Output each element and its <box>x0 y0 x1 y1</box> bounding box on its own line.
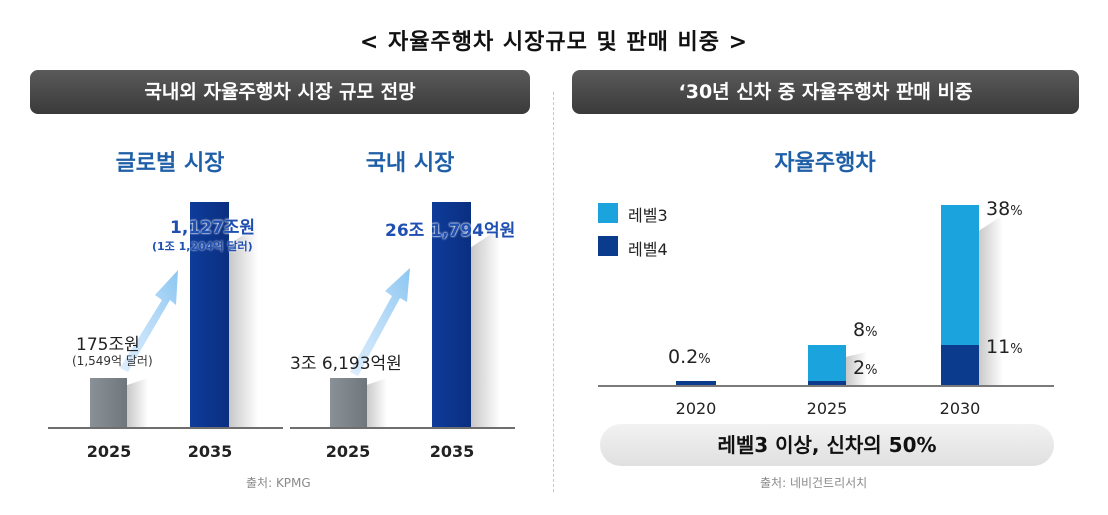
share-bar-2030-shadow <box>977 215 1003 385</box>
autonomous-chart-title: 자율주행차 <box>774 151 876 176</box>
share-2025-total-label: 8% <box>853 319 878 341</box>
panel-divider <box>553 92 554 492</box>
global-2035-usd: (1조 1,204억 달러) <box>152 240 253 253</box>
domestic-2035-value: 26조 1,794억원 <box>385 221 516 241</box>
global-2035-value: 1,127조원 <box>170 218 256 238</box>
legend-level3-swatch <box>598 203 618 223</box>
global-xlabel-2025: 2025 <box>86 442 132 461</box>
summary-note: 레벨3 이상, 신차의 50% <box>600 424 1054 466</box>
share-bar-2030-level4 <box>941 345 979 385</box>
share-bar-2025-shadow <box>845 352 867 385</box>
global-bar-2025 <box>90 378 127 428</box>
legend-level3-label: 레벨3 <box>628 206 668 225</box>
share-baseline <box>598 385 1054 387</box>
domestic-bar-2035-shadow <box>470 228 500 428</box>
share-2030-total-label: 38% <box>986 198 1023 220</box>
share-2030-level4-label: 11% <box>986 336 1023 358</box>
page-title: < 자율주행차 시장규모 및 판매 비중 > <box>359 30 749 55</box>
domestic-bar-2025-shadow <box>365 378 387 428</box>
legend-level4-label: 레벨4 <box>628 240 668 259</box>
left-panel-header: 국내외 자율주행차 시장 규모 전망 <box>30 70 530 114</box>
global-market-title: 글로벌 시장 <box>115 151 225 176</box>
share-bar-2025-level3 <box>808 345 846 381</box>
legend-level4-swatch <box>598 236 618 256</box>
share-xlabel-2030: 2030 <box>939 399 981 418</box>
global-baseline <box>48 427 283 429</box>
global-bar-2035-shadow <box>228 225 258 428</box>
global-2025-usd: (1,549억 달러) <box>72 354 153 368</box>
share-bar-2020-level4 <box>676 381 716 385</box>
domestic-xlabel-2035: 2035 <box>429 442 475 461</box>
share-2020-total-label: 0.2% <box>668 346 711 368</box>
domestic-bar-2025 <box>330 378 367 428</box>
share-bar-2030-level3 <box>941 205 979 345</box>
global-xlabel-2035: 2035 <box>187 442 233 461</box>
domestic-2025-value: 3조 6,193억원 <box>290 354 402 374</box>
domestic-market-title: 국내 시장 <box>365 151 455 176</box>
share-bar-2025-level4 <box>808 381 846 385</box>
right-panel-header: ‘30년 신차 중 자율주행차 판매 비중 <box>572 70 1079 114</box>
share-xlabel-2020: 2020 <box>675 399 717 418</box>
share-2025-level4-label: 2% <box>853 357 878 379</box>
global-2025-value: 175조원 <box>76 335 140 355</box>
right-source: 출처: 네비건트리서치 <box>760 476 868 490</box>
global-bar-2025-shadow <box>126 378 148 428</box>
share-xlabel-2025: 2025 <box>806 399 848 418</box>
left-source: 출처: KPMG <box>246 476 311 490</box>
global-bar-2035 <box>190 202 229 428</box>
domestic-xlabel-2025: 2025 <box>325 442 371 461</box>
domestic-baseline <box>290 427 515 429</box>
domestic-bar-2035 <box>432 202 471 428</box>
